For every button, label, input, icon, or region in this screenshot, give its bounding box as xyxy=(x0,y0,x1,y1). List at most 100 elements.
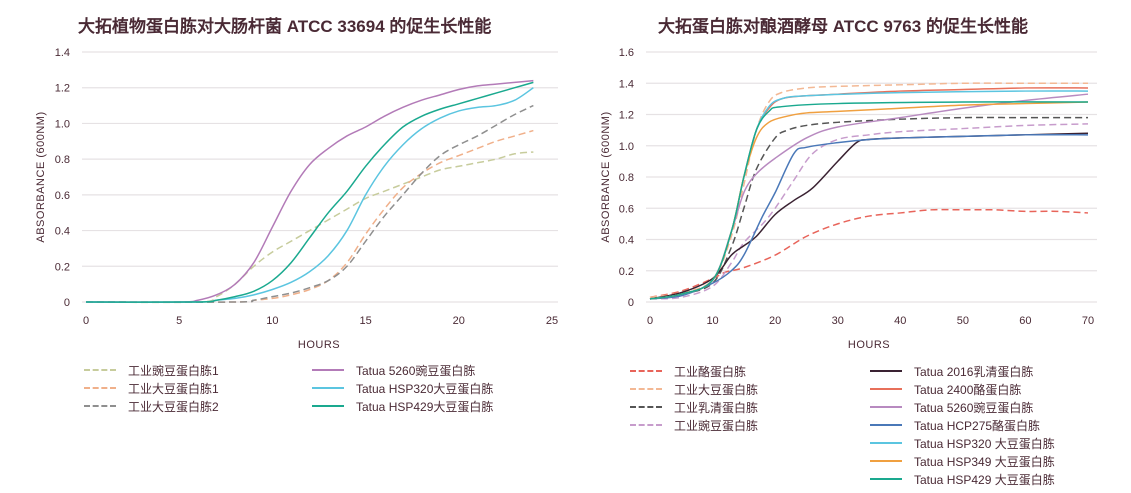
legend-item: Tatua HSP349 大豆蛋白胨 xyxy=(870,453,1055,469)
legend-swatch xyxy=(630,424,662,426)
y-tick-label: 0.6 xyxy=(619,203,634,215)
x-tick-label: 20 xyxy=(769,315,781,327)
legend-item: 工业酪蛋白胨 xyxy=(630,363,746,379)
y-tick-label: 1.4 xyxy=(55,47,70,59)
x-axis-label: HOURS xyxy=(848,339,890,351)
legend-item: 工业豌豆蛋白胨1 xyxy=(84,362,219,378)
x-tick-label: 60 xyxy=(1019,315,1031,327)
x-tick-label: 70 xyxy=(1082,315,1094,327)
series-line-0 xyxy=(649,208,1089,299)
x-tick-label: 25 xyxy=(546,315,558,327)
legend-label: Tatua HSP429 大豆蛋白胨 xyxy=(914,472,1055,487)
legend-label: Tatua HSP349 大豆蛋白胨 xyxy=(914,454,1055,469)
y-tick-label: 1.0 xyxy=(55,118,70,130)
y-tick-label: 1.4 xyxy=(619,78,634,90)
legend-item: 工业乳清蛋白胨 xyxy=(630,399,758,415)
legend-swatch xyxy=(312,369,344,371)
legend-item: 工业大豆蛋白胨1 xyxy=(84,380,219,396)
legend-swatch xyxy=(870,406,902,408)
legend-item: Tatua HSP320 大豆蛋白胨 xyxy=(870,435,1055,451)
legend-swatch xyxy=(84,369,116,371)
legend-item: 工业大豆蛋白胨 xyxy=(630,381,758,397)
series-line-1 xyxy=(649,82,1088,299)
y-tick-label: 0 xyxy=(64,297,70,309)
legend-item: Tatua 5260豌豆蛋白胨 xyxy=(870,399,1033,415)
legend-swatch xyxy=(630,388,662,390)
legend-swatch xyxy=(630,406,662,408)
legend-item: 工业大豆蛋白胨2 xyxy=(84,398,219,414)
series-line-7 xyxy=(649,133,1089,300)
y-tick-label: 0.4 xyxy=(619,235,634,247)
legend-label: 工业酪蛋白胨 xyxy=(674,364,747,379)
series-line-5 xyxy=(85,81,534,303)
x-tick-label: 15 xyxy=(359,315,371,327)
chart2-title: 大拓蛋白胨对酿酒酵母 ATCC 9763 的促生长性能 xyxy=(658,17,1028,36)
legend-label: Tatua HCP275酪蛋白胨 xyxy=(914,418,1041,433)
legend-label: 工业豌豆蛋白胨 xyxy=(674,418,759,433)
legend-label: 工业乳清蛋白胨 xyxy=(674,400,759,415)
series-line-10 xyxy=(649,101,1089,300)
x-tick-label: 20 xyxy=(453,315,465,327)
legend-label: 工业大豆蛋白胨 xyxy=(674,382,759,397)
legend-swatch xyxy=(870,388,902,390)
legend-swatch xyxy=(870,442,902,444)
x-tick-label: 5 xyxy=(176,315,182,327)
series-line-2 xyxy=(649,116,1088,300)
legend-label: Tatua HSP320大豆蛋白胨 xyxy=(356,381,494,396)
legend-label: Tatua HSP320 大豆蛋白胨 xyxy=(914,436,1055,451)
x-tick-label: 40 xyxy=(894,315,906,327)
x-tick-label: 10 xyxy=(266,315,278,327)
legend-swatch xyxy=(312,387,344,389)
y-tick-label: 0.2 xyxy=(619,266,634,278)
legend-item: Tatua HSP320大豆蛋白胨 xyxy=(312,380,493,396)
legend-item: Tatua HCP275酪蛋白胨 xyxy=(870,417,1040,433)
legend-label: Tatua HSP429大豆蛋白胨 xyxy=(356,399,494,414)
legend-item: Tatua HSP429 大豆蛋白胨 xyxy=(870,471,1055,487)
chart2-plot: 0 0.2 0.4 0.6 0.8 1.0 1.2 1.4 1.6 0 10 20 30 40 50 60 70… xyxy=(600,47,1097,351)
legend-item: Tatua 2400酪蛋白胨 xyxy=(870,381,1021,397)
legend-label: 工业大豆蛋白胨1 xyxy=(128,381,219,396)
x-tick-label: 30 xyxy=(832,315,844,327)
x-tick-label: 0 xyxy=(83,315,89,327)
legend-label: Tatua 5260豌豆蛋白胨 xyxy=(914,400,1034,415)
legend-item: Tatua 2016乳清蛋白胨 xyxy=(870,363,1033,379)
chart1-title: 大拓植物蛋白胨对大肠杆菌 ATCC 33694 的促生长性能 xyxy=(78,17,492,36)
x-tick-label: 10 xyxy=(706,315,718,327)
y-tick-label: 1.2 xyxy=(619,110,634,122)
series-line-9 xyxy=(649,101,1089,300)
legend-swatch xyxy=(630,370,662,372)
legend-label: 工业大豆蛋白胨2 xyxy=(128,399,219,414)
legend-swatch xyxy=(870,424,902,426)
chart1-plot: 0 0.2 0.4 0.6 0.8 1.0 1.2 1.4 0 5 10 15 20 25 HOURS ABS… xyxy=(35,47,558,351)
series-line-5 xyxy=(649,87,1089,300)
legend-swatch xyxy=(312,405,344,407)
y-tick-label: 0.2 xyxy=(55,261,70,273)
series-line-4 xyxy=(85,87,534,303)
series-line-0 xyxy=(85,151,534,304)
y-tick-label: 1.2 xyxy=(55,83,70,95)
legend-label: 工业豌豆蛋白胨1 xyxy=(128,363,219,378)
y-tick-label: 0 xyxy=(628,297,634,309)
y-tick-label: 0.6 xyxy=(55,190,70,202)
series-line-2 xyxy=(85,104,534,303)
y-tick-label: 0.8 xyxy=(55,154,70,166)
series-line-3 xyxy=(85,79,534,303)
y-tick-label: 0.4 xyxy=(55,226,70,238)
legend-item: Tatua HSP429大豆蛋白胨 xyxy=(312,398,493,414)
legend-swatch xyxy=(870,478,902,480)
y-tick-label: 0.8 xyxy=(619,172,634,184)
y-axis-label: ABSORBANCE (600NM) xyxy=(600,111,612,242)
y-tick-label: 1.6 xyxy=(619,47,634,59)
y-tick-label: 1.0 xyxy=(619,141,634,153)
series-line-3 xyxy=(649,123,1089,300)
legend-swatch xyxy=(84,405,116,407)
legend-swatch xyxy=(84,387,116,389)
y-axis-label: ABSORBANCE (600NM) xyxy=(35,111,47,242)
x-tick-label: 50 xyxy=(957,315,969,327)
legend-item: Tatua 5260豌豆蛋白胨 xyxy=(312,362,475,378)
legend-label: Tatua 2400酪蛋白胨 xyxy=(914,382,1022,397)
series-line-1 xyxy=(85,129,534,303)
legend-label: Tatua 5260豌豆蛋白胨 xyxy=(356,363,476,378)
x-axis-label: HOURS xyxy=(298,339,340,351)
legend-item: 工业豌豆蛋白胨 xyxy=(630,417,758,433)
